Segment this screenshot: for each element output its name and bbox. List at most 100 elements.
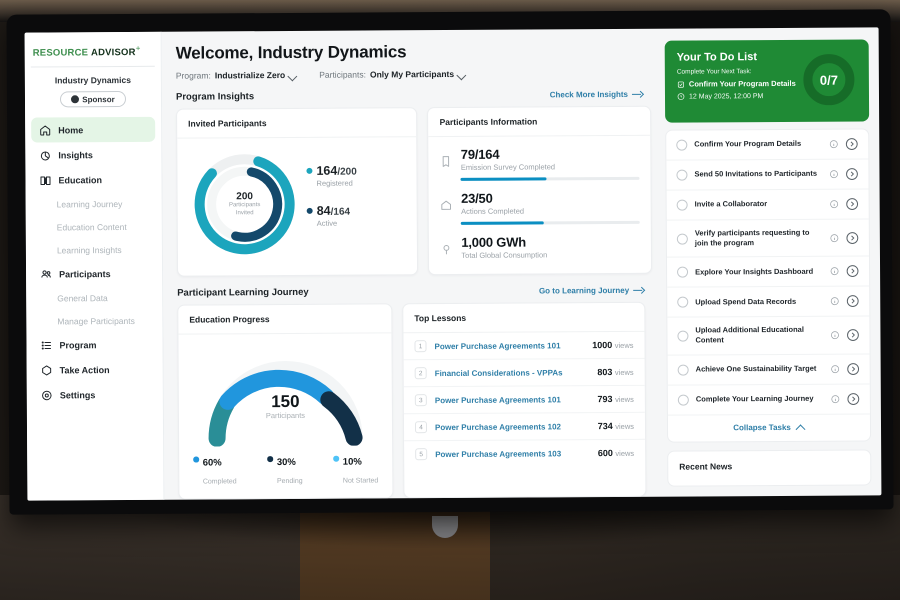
list-item[interactable]: Upload Spend Data Records [667, 286, 870, 318]
legend-caption-pending: Pending [276, 477, 303, 486]
table-row[interactable]: 1 Power Purchase Agreements 101 1000 vie… [403, 331, 645, 361]
info-icon[interactable] [829, 170, 838, 179]
brand-word-2: ADVISOR [90, 47, 136, 59]
lesson-views-label: views [614, 340, 634, 350]
sidebar-item-home[interactable]: Home [31, 116, 156, 143]
task-checkbox[interactable] [677, 364, 689, 376]
participants-filter-value: Only My Participants [369, 68, 455, 80]
todo-ring-svg [803, 54, 855, 106]
sidebar-subitem-learning-insights[interactable]: Learning Insights [32, 238, 156, 262]
metric-caption: Actions Completed [461, 206, 525, 216]
table-row[interactable]: 4 Power Purchase Agreements 102 734 view… [403, 412, 646, 442]
info-icon[interactable] [830, 200, 839, 209]
monitor-bezel: RESOURCE ADVISOR+ Industry Dynamics Spon… [6, 9, 894, 515]
chevron-right-icon[interactable] [846, 328, 859, 341]
table-row[interactable]: 5 Power Purchase Agreements 103 600 view… [404, 440, 645, 467]
gauge-legend: 60% Completed 30% Pending [187, 445, 384, 488]
info-icon[interactable] [830, 233, 839, 242]
check-more-insights-link[interactable]: Check More Insights [550, 90, 643, 99]
action-icon [440, 199, 453, 212]
arrow-right-icon [633, 287, 644, 294]
chevron-down-icon [289, 72, 297, 77]
lesson-views: 1000 views [592, 340, 633, 350]
lesson-views: 734 views [598, 421, 634, 431]
program-filter[interactable]: Program: Industrialize Zero [176, 70, 297, 81]
task-label: Invite a Collaborator [694, 199, 768, 209]
sidebar-item-take-action[interactable]: Take Action [33, 357, 157, 383]
task-checkbox[interactable] [677, 394, 689, 406]
program-icon [40, 339, 52, 351]
chevron-right-icon[interactable] [845, 168, 858, 181]
list-item[interactable]: Verify participants requesting to join t… [666, 219, 869, 258]
legend-caption-registered: Registered [316, 178, 353, 188]
todo-next-task[interactable]: Confirm Your Program Details [677, 79, 857, 89]
sidebar-item-participants[interactable]: Participants [32, 261, 156, 287]
lesson-link[interactable]: Financial Considerations - VPPAs [434, 367, 563, 378]
lesson-views-count: 600 [597, 448, 613, 459]
list-item[interactable]: Complete Your Learning Journey [667, 383, 870, 416]
chevron-right-icon[interactable] [845, 138, 858, 151]
list-item[interactable]: Confirm Your Program Details [666, 129, 869, 161]
task-checkbox[interactable] [677, 330, 689, 342]
info-icon[interactable] [831, 364, 840, 373]
program-filter-value: Industrialize Zero [214, 70, 286, 81]
list-item[interactable]: Invite a Collaborator [666, 189, 869, 221]
task-checkbox[interactable] [676, 169, 688, 181]
info-icon[interactable] [830, 330, 839, 339]
task-checkbox[interactable] [677, 296, 689, 308]
sidebar-item-insights[interactable]: Insights [31, 142, 155, 168]
task-checkbox[interactable] [676, 233, 688, 245]
sidebar-subitem-general-data[interactable]: General Data [32, 286, 156, 310]
sidebar-subitem-manage-participants[interactable]: Manage Participants [32, 309, 156, 333]
participants-filter[interactable]: Participants: Only My Participants [319, 69, 466, 80]
card-body: 79/164 Emission Survey Completed 23/50 A… [429, 136, 651, 274]
list-item[interactable]: Explore Your Insights Dashboard [666, 256, 870, 288]
invited-donut-chart: 200 Participants Invited [188, 148, 301, 261]
chevron-right-icon[interactable] [846, 265, 859, 278]
lesson-link[interactable]: Power Purchase Agreements 101 [434, 340, 561, 351]
sidebar-subitem-education-content[interactable]: Education Content [32, 215, 156, 239]
chevron-right-icon[interactable] [846, 231, 859, 244]
sidebar-item-settings[interactable]: Settings [33, 382, 157, 408]
list-item[interactable]: Achieve One Sustainability Target [667, 353, 870, 386]
sidebar-item-education[interactable]: Education [31, 167, 155, 193]
sidebar-subitem-learning-journey[interactable]: Learning Journey [32, 192, 156, 216]
task-checkbox[interactable] [676, 139, 688, 151]
lesson-link[interactable]: Power Purchase Agreements 103 [435, 448, 562, 459]
recent-news-title: Recent News [679, 460, 733, 472]
metric-caption: Emission Survey Completed [460, 162, 556, 172]
lesson-views: 803 views [597, 367, 633, 377]
arrow-right-icon [632, 91, 643, 98]
task-checkbox[interactable] [676, 199, 688, 211]
info-icon[interactable] [829, 140, 838, 149]
lesson-link[interactable]: Power Purchase Agreements 102 [434, 421, 562, 432]
table-row[interactable]: 3 Power Purchase Agreements 101 793 view… [403, 385, 645, 415]
list-item[interactable]: Send 50 Invitations to Participants [666, 159, 869, 191]
chevron-right-icon[interactable] [846, 295, 859, 308]
info-icon[interactable] [830, 267, 839, 276]
sidebar-item-program[interactable]: Program [32, 332, 156, 358]
legend-percent-completed: 60% [202, 457, 222, 469]
lesson-link[interactable]: Power Purchase Agreements 101 [434, 394, 561, 405]
chevron-right-icon[interactable] [847, 362, 860, 375]
brand-logo[interactable]: RESOURCE ADVISOR+ [25, 40, 161, 67]
list-item[interactable]: Upload Additional Educational Content [667, 316, 870, 356]
info-icon[interactable] [831, 394, 840, 403]
info-icon[interactable] [830, 297, 839, 306]
legend-item-pending: 30% Pending [267, 452, 303, 488]
chevron-right-icon[interactable] [847, 392, 860, 405]
brand-superscript: + [135, 43, 141, 53]
todo-counter: 0/7 [819, 72, 838, 88]
go-to-learning-journey-link[interactable]: Go to Learning Journey [539, 286, 644, 296]
card-title: Participants Information [428, 106, 651, 138]
chevron-up-icon [796, 424, 805, 430]
lesson-views-label: views [615, 421, 635, 431]
sponsor-badge[interactable]: Sponsor [59, 91, 127, 108]
lesson-views-label: views [615, 394, 634, 404]
program-insights-cards: Invited Participants 200 [176, 105, 653, 277]
table-row[interactable]: 2 Financial Considerations - VPPAs 803 v… [403, 358, 645, 388]
chevron-right-icon[interactable] [846, 198, 859, 211]
donut-svg [194, 154, 295, 255]
task-checkbox[interactable] [677, 266, 689, 278]
collapse-tasks-button[interactable]: Collapse Tasks [668, 414, 870, 441]
